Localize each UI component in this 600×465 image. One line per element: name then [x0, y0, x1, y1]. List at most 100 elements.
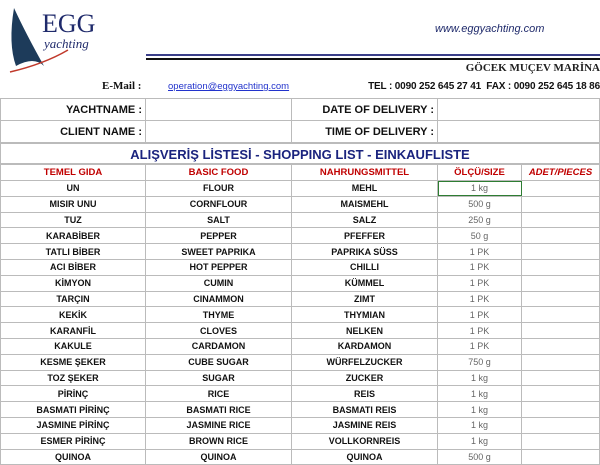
german-name-cell[interactable]: WÜRFELZUCKER: [291, 353, 438, 371]
german-name-cell[interactable]: PFEFFER: [291, 227, 438, 245]
english-name-cell[interactable]: CUMIN: [145, 274, 292, 292]
german-name-cell[interactable]: KÜMMEL: [291, 274, 438, 292]
pieces-cell[interactable]: [521, 195, 600, 213]
german-name-cell[interactable]: VOLLKORNREIS: [291, 432, 438, 450]
turkish-name-cell[interactable]: ACI BİBER: [0, 258, 146, 276]
table-row: KARANFİL CLOVES NELKEN 1 PK: [0, 322, 600, 339]
german-name-cell[interactable]: REIS: [291, 385, 438, 403]
pieces-cell[interactable]: [521, 180, 600, 197]
turkish-name-cell[interactable]: KESME ŞEKER: [0, 353, 146, 371]
english-name-cell[interactable]: CARDAMON: [145, 337, 292, 355]
turkish-name-cell[interactable]: MISIR UNU: [0, 195, 146, 213]
english-name-cell[interactable]: SALT: [145, 211, 292, 229]
size-cell[interactable]: 250 g: [437, 211, 522, 229]
english-name-cell[interactable]: CLOVES: [145, 322, 292, 339]
pieces-cell[interactable]: [521, 385, 600, 403]
english-name-cell[interactable]: THYME: [145, 306, 292, 324]
pieces-cell[interactable]: [521, 401, 600, 418]
turkish-name-cell[interactable]: KAKULE: [0, 337, 146, 355]
turkish-name-cell[interactable]: KİMYON: [0, 274, 146, 292]
turkish-name-cell[interactable]: KARANFİL: [0, 322, 146, 339]
english-name-cell[interactable]: RICE: [145, 385, 292, 403]
german-name-cell[interactable]: JASMINE REIS: [291, 416, 438, 434]
turkish-name-cell[interactable]: QUINOA: [0, 448, 146, 465]
english-name-cell[interactable]: SUGAR: [145, 369, 292, 387]
pieces-cell[interactable]: [521, 432, 600, 450]
german-name-cell[interactable]: PAPRIKA SÜSS: [291, 243, 438, 260]
english-name-cell[interactable]: SWEET PAPRIKA: [145, 243, 292, 260]
table-row: PİRİNÇ RICE REIS 1 kg: [0, 385, 600, 403]
turkish-name-cell[interactable]: PİRİNÇ: [0, 385, 146, 403]
pieces-cell[interactable]: [521, 290, 600, 308]
turkish-name-cell[interactable]: TUZ: [0, 211, 146, 229]
english-name-cell[interactable]: CORNFLOUR: [145, 195, 292, 213]
german-name-cell[interactable]: ZIMT: [291, 290, 438, 308]
pieces-cell[interactable]: [521, 448, 600, 465]
pieces-cell[interactable]: [521, 337, 600, 355]
english-name-cell[interactable]: CINAMMON: [145, 290, 292, 308]
pieces-cell[interactable]: [521, 211, 600, 229]
size-cell[interactable]: 500 g: [437, 195, 522, 213]
size-cell[interactable]: 1 PK: [437, 258, 522, 276]
pieces-cell[interactable]: [521, 258, 600, 276]
turkish-name-cell[interactable]: TATLI BİBER: [0, 243, 146, 260]
date-cell[interactable]: [437, 98, 600, 121]
english-name-cell[interactable]: BROWN RICE: [145, 432, 292, 450]
turkish-name-cell[interactable]: JASMINE PİRİNÇ: [0, 416, 146, 434]
pieces-cell[interactable]: [521, 274, 600, 292]
website-link[interactable]: www.eggyachting.com: [435, 23, 545, 35]
divider: [146, 54, 600, 56]
english-name-cell[interactable]: HOT PEPPER: [145, 258, 292, 276]
pieces-cell[interactable]: [521, 243, 600, 260]
turkish-name-cell[interactable]: TOZ ŞEKER: [0, 369, 146, 387]
german-name-cell[interactable]: BASMATI REIS: [291, 401, 438, 418]
pieces-cell[interactable]: [521, 353, 600, 371]
english-name-cell[interactable]: CUBE SUGAR: [145, 353, 292, 371]
pieces-cell[interactable]: [521, 306, 600, 324]
size-cell[interactable]: 1 PK: [437, 306, 522, 324]
size-cell[interactable]: 1 kg: [437, 180, 522, 197]
email-link[interactable]: operation@eggyachting.com: [168, 81, 290, 92]
german-name-cell[interactable]: MEHL: [291, 180, 438, 197]
size-cell[interactable]: 1 PK: [437, 322, 522, 339]
size-cell[interactable]: 500 g: [437, 448, 522, 465]
size-cell[interactable]: 1 PK: [437, 337, 522, 355]
size-cell[interactable]: 50 g: [437, 227, 522, 245]
pieces-cell[interactable]: [521, 416, 600, 434]
german-name-cell[interactable]: QUINOA: [291, 448, 438, 465]
turkish-name-cell[interactable]: KEKİK: [0, 306, 146, 324]
size-cell[interactable]: 1 PK: [437, 290, 522, 308]
yachtname-cell[interactable]: [145, 98, 292, 121]
size-cell[interactable]: 1 kg: [437, 369, 522, 387]
size-cell[interactable]: 750 g: [437, 353, 522, 371]
turkish-name-cell[interactable]: TARÇIN: [0, 290, 146, 308]
size-cell[interactable]: 1 kg: [437, 432, 522, 450]
pieces-cell[interactable]: [521, 227, 600, 245]
size-cell[interactable]: 1 kg: [437, 401, 522, 418]
english-name-cell[interactable]: BASMATI RICE: [145, 401, 292, 418]
client-cell[interactable]: [145, 120, 292, 143]
german-name-cell[interactable]: ZUCKER: [291, 369, 438, 387]
size-cell[interactable]: 1 PK: [437, 274, 522, 292]
pieces-cell[interactable]: [521, 369, 600, 387]
english-name-cell[interactable]: JASMINE RICE: [145, 416, 292, 434]
english-name-cell[interactable]: QUINOA: [145, 448, 292, 465]
size-cell[interactable]: 1 PK: [437, 243, 522, 260]
english-name-cell[interactable]: PEPPER: [145, 227, 292, 245]
turkish-name-cell[interactable]: ESMER PİRİNÇ: [0, 432, 146, 450]
german-name-cell[interactable]: THYMIAN: [291, 306, 438, 324]
table-row: QUINOA QUINOA QUINOA 500 g: [0, 448, 600, 465]
german-name-cell[interactable]: CHILLI: [291, 258, 438, 276]
turkish-name-cell[interactable]: BASMATI PİRİNÇ: [0, 401, 146, 418]
german-name-cell[interactable]: MAISMEHL: [291, 195, 438, 213]
size-cell[interactable]: 1 kg: [437, 385, 522, 403]
english-name-cell[interactable]: FLOUR: [145, 180, 292, 197]
turkish-name-cell[interactable]: UN: [0, 180, 146, 197]
time-cell[interactable]: [437, 120, 600, 143]
german-name-cell[interactable]: NELKEN: [291, 322, 438, 339]
size-cell[interactable]: 1 kg: [437, 416, 522, 434]
german-name-cell[interactable]: SALZ: [291, 211, 438, 229]
pieces-cell[interactable]: [521, 322, 600, 339]
german-name-cell[interactable]: KARDAMON: [291, 337, 438, 355]
turkish-name-cell[interactable]: KARABİBER: [0, 227, 146, 245]
